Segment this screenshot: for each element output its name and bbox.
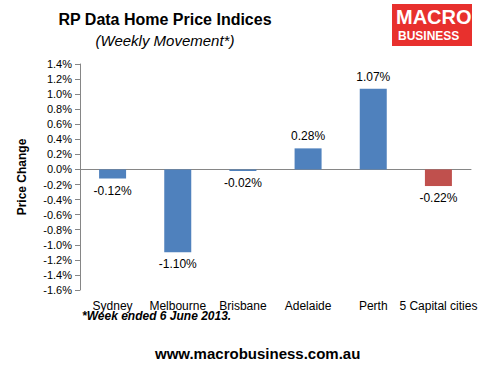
svg-text:-1.2%: -1.2% [43, 254, 72, 266]
svg-text:*Week ended 6 June 2013.: *Week ended 6 June 2013. [82, 309, 232, 323]
svg-text:MACRO: MACRO [396, 6, 472, 28]
svg-text:Adelaide: Adelaide [285, 299, 332, 313]
svg-text:0.6%: 0.6% [47, 118, 72, 130]
svg-text:5 Capital cities: 5 Capital cities [399, 299, 477, 313]
svg-text:-0.02%: -0.02% [224, 176, 262, 190]
svg-text:0.2%: 0.2% [47, 148, 72, 160]
svg-text:-1.4%: -1.4% [43, 269, 72, 281]
svg-text:Sydney: Sydney [93, 299, 133, 313]
svg-text:BUSINESS: BUSINESS [398, 29, 459, 43]
svg-text:-0.4%: -0.4% [43, 194, 72, 206]
svg-text:-0.8%: -0.8% [43, 224, 72, 236]
svg-text:0.0%: 0.0% [47, 163, 72, 175]
svg-text:Perth: Perth [359, 299, 388, 313]
svg-text:RP Data Home Price Indices: RP Data Home Price Indices [58, 11, 271, 28]
svg-text:www.macrobusiness.com.au: www.macrobusiness.com.au [154, 345, 360, 362]
svg-text:-1.6%: -1.6% [43, 284, 72, 296]
svg-text:Melbourne: Melbourne [149, 299, 206, 313]
svg-text:0.4%: 0.4% [47, 133, 72, 145]
svg-text:-0.6%: -0.6% [43, 209, 72, 221]
svg-text:-1.0%: -1.0% [43, 239, 72, 251]
svg-text:1.2%: 1.2% [47, 73, 72, 85]
svg-text:1.4%: 1.4% [47, 58, 72, 70]
svg-text:1.0%: 1.0% [47, 88, 72, 100]
svg-text:Price Change: Price Change [15, 138, 29, 215]
svg-text:0.8%: 0.8% [47, 103, 72, 115]
svg-text:-0.22%: -0.22% [419, 191, 457, 205]
svg-text:1.07%: 1.07% [356, 70, 390, 84]
svg-text:-0.2%: -0.2% [43, 179, 72, 191]
svg-text:0.28%: 0.28% [291, 129, 325, 143]
svg-text:-1.10%: -1.10% [159, 257, 197, 271]
svg-text:Brisbane: Brisbane [219, 299, 267, 313]
svg-text:(Weekly Movement*): (Weekly Movement*) [96, 32, 235, 49]
svg-text:-0.12%: -0.12% [94, 184, 132, 198]
